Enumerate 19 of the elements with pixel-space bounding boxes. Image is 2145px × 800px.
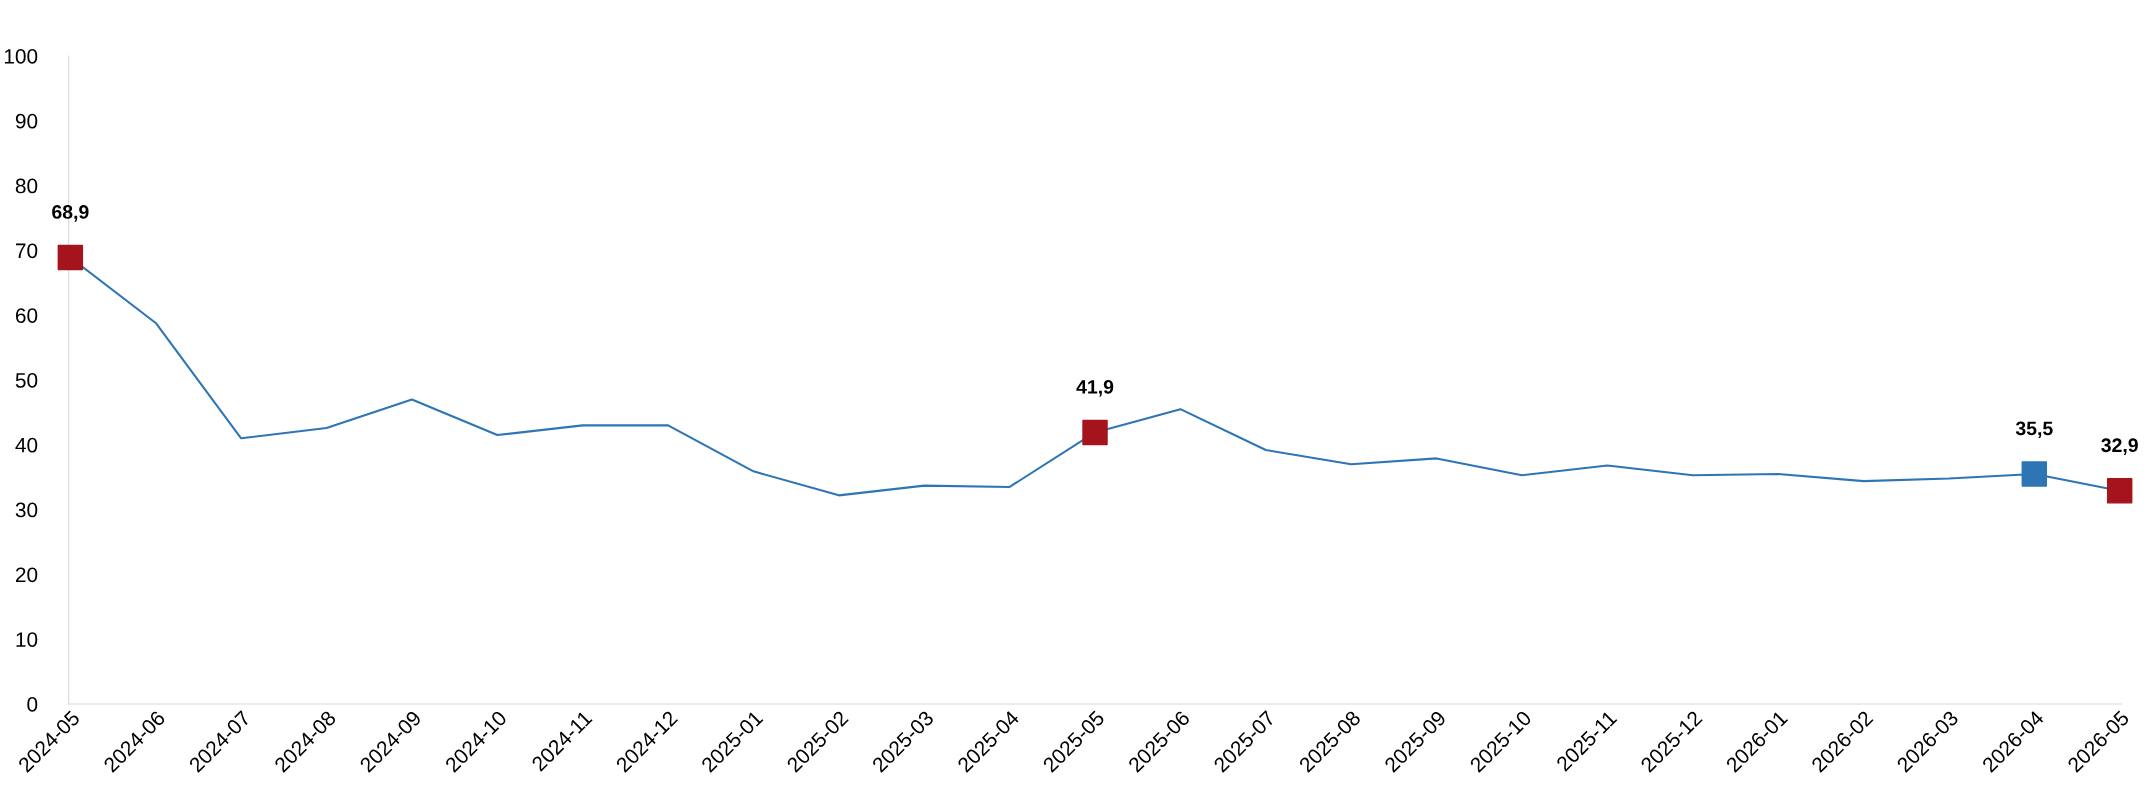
point [1082,419,1108,446]
y-tick-label: 60 [15,308,38,323]
y-tick-label: 0 [27,697,38,712]
y-tick-label: 80 [15,178,38,194]
y-tick-label: 40 [15,437,38,453]
y-tick-label: 90 [15,113,38,129]
y-tick-label: 20 [15,567,38,583]
data-label: 41,9 [1076,380,1114,397]
point [2106,478,2133,504]
y-tick-label: 50 [15,373,38,388]
data-label: 35,5 [2015,421,2053,439]
point [2021,461,2048,487]
data-label: 32,9 [2101,438,2138,455]
y-tick-label: 30 [15,502,38,518]
y-tick-label: 100 [4,49,38,64]
data-label: 68,9 [52,205,89,222]
point [57,244,84,271]
y-tick-label: 10 [16,632,38,647]
y-tick-label: 70 [15,243,38,259]
